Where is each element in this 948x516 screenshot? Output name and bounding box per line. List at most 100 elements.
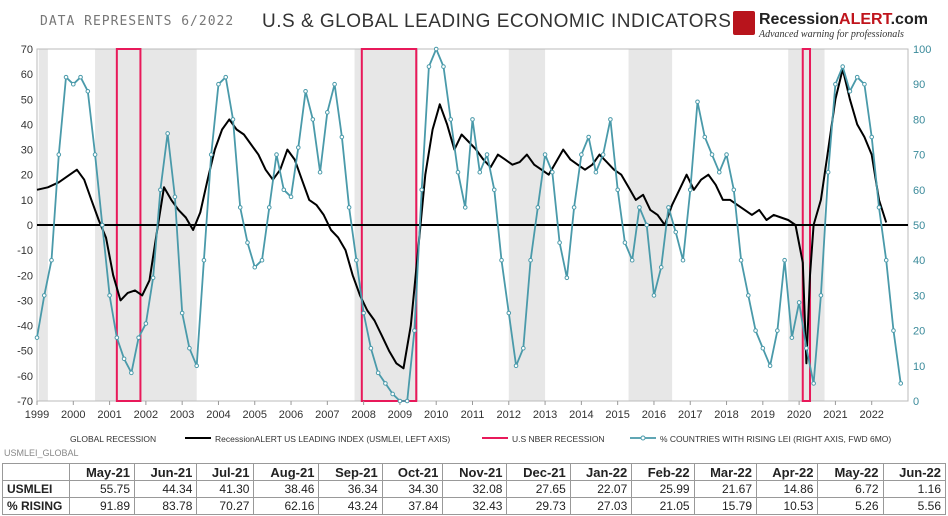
rising-lei-point [825, 169, 831, 175]
rising-lei-point [375, 370, 381, 376]
rising-lei-point [100, 222, 105, 228]
logo-tagline: Advanced warning for professionals [759, 29, 904, 40]
x-axis-tick-label: 2011 [461, 409, 485, 421]
rising-lei-point [332, 81, 337, 87]
table-cell: 27.03 [569, 497, 633, 515]
rising-lei-point [608, 117, 613, 122]
rising-lei-point [767, 363, 773, 369]
logo-wordmark: RecessionALERT.com [759, 11, 928, 28]
rising-lei-point [448, 117, 454, 122]
table-cell: 32.08 [442, 480, 508, 498]
chart-title: U.S & GLOBAL LEADING ECONOMIC INDICATORS [262, 11, 732, 32]
table-column-header: Apr-22 [755, 463, 819, 481]
table-cell: 27.65 [506, 480, 571, 498]
table-cell: 25.99 [631, 480, 695, 498]
rising-lei-point [709, 152, 715, 157]
left-axis-tick-label: 10 [21, 195, 33, 207]
x-axis-tick-label: 2016 [642, 409, 666, 421]
rising-lei-point [158, 187, 163, 193]
rising-lei-point [187, 345, 192, 351]
rising-lei-point [383, 381, 388, 386]
table-cell: 5.56 [882, 497, 947, 515]
recessionalert-logo[interactable]: RecessionALERT.com Advanced warning for … [733, 11, 933, 45]
table-row-label: USMLEI [2, 480, 70, 498]
rising-lei-point [724, 152, 729, 157]
rising-lei-point [426, 64, 432, 69]
rising-lei-point [695, 99, 700, 105]
rising-lei-point [629, 257, 635, 263]
x-axis-tick-label: 2021 [823, 409, 847, 421]
rising-lei-point [441, 64, 446, 69]
rising-lei-point [513, 363, 519, 369]
rising-lei-point [259, 257, 265, 263]
table-row: USMLEI 55.75 44.34 41.30 38.46 36.34 34.30 32.0… [2, 480, 947, 498]
x-axis-tick-label: 2020 [787, 409, 811, 421]
right-axis-tick-label: 20 [913, 326, 925, 338]
rising-lei-point [840, 64, 845, 69]
left-axis-tick-label: 20 [21, 170, 33, 182]
right-axis-tick-label: 70 [913, 150, 925, 162]
right-axis-tick-label: 40 [913, 255, 925, 267]
x-axis-tick-label: 2008 [351, 409, 375, 421]
left-axis-tick-label: -60 [17, 371, 33, 383]
table-cell: 29.73 [506, 497, 571, 515]
table-row-label: % RISING [2, 497, 70, 515]
rising-lei-point [883, 257, 889, 263]
rising-lei-point [535, 205, 541, 210]
rising-lei-point [615, 187, 620, 193]
left-axis-tick-label: 60 [21, 69, 33, 81]
rising-lei-point [288, 194, 294, 200]
rising-lei-point [702, 134, 708, 140]
data-date-note: DATA REPRESENTS 6/2022 [40, 14, 235, 29]
rising-lei-point [56, 152, 62, 157]
legend-label: % COUNTRIES WITH RISING LEI (RIGHT AXIS,… [660, 434, 891, 444]
right-axis-tick-label: 30 [913, 290, 925, 302]
right-axis-tick-label: 100 [913, 44, 931, 56]
rising-lei-point [419, 187, 424, 193]
rising-lei-point [274, 152, 279, 157]
data-table: May-21 Jun-21 Jul-21 Aug-21 Sep-21 Oct-21 Nov-… [2, 463, 947, 515]
x-axis-tick-label: 2022 [859, 409, 883, 421]
rising-lei-point [404, 398, 410, 404]
legend-swatch-rising-point [640, 435, 646, 441]
rising-lei-point [462, 205, 468, 210]
legend-label: GLOBAL RECESSION [70, 434, 156, 444]
table-cell: 32.43 [442, 497, 508, 515]
rising-lei-point [731, 187, 737, 193]
rising-lei-point [354, 257, 359, 263]
rising-lei-point [782, 257, 787, 263]
rising-lei-point [245, 240, 250, 245]
rising-lei-point [412, 328, 417, 333]
x-axis-tick-label: 2010 [424, 409, 448, 421]
x-axis-tick-label: 2001 [97, 409, 121, 421]
left-axis-tick-label: -10 [17, 245, 33, 257]
rising-lei-point [789, 335, 795, 340]
rising-lei-line [36, 48, 902, 402]
table-cell: 34.30 [381, 480, 444, 498]
chart-canvas: 706050403020100-10-20-30-40-50-60-701009… [17, 44, 931, 444]
table-column-header: Dec-21 [506, 463, 571, 481]
rising-lei-point [586, 134, 591, 140]
x-axis-tick-label: 2009 [388, 409, 412, 421]
table-cell: 62.16 [253, 497, 320, 515]
rising-lei-point [811, 381, 816, 386]
rising-lei-point [49, 257, 54, 263]
rising-lei-point [266, 205, 272, 210]
x-axis-tick-label: 2004 [206, 409, 230, 421]
table-cell: 6.72 [817, 480, 884, 498]
table-cell: 44.34 [134, 480, 198, 498]
rising-lei-point [296, 145, 301, 150]
x-axis-tick-label: 2015 [605, 409, 629, 421]
rising-lei-point [361, 310, 366, 316]
rising-lei-point [310, 117, 316, 122]
right-axis-tick-label: 80 [913, 114, 925, 126]
legend-label: RecessionALERT US LEADING INDEX (USMLEI,… [215, 434, 450, 444]
table-cell: 38.46 [253, 480, 320, 498]
table-cell: 55.75 [68, 480, 136, 498]
rising-lei-point [716, 169, 722, 175]
rising-lei-point [325, 110, 330, 115]
rising-lei-point [484, 152, 490, 157]
rising-lei-point [397, 398, 403, 404]
rising-lei-point [796, 300, 802, 305]
rising-lei-point [746, 293, 751, 298]
